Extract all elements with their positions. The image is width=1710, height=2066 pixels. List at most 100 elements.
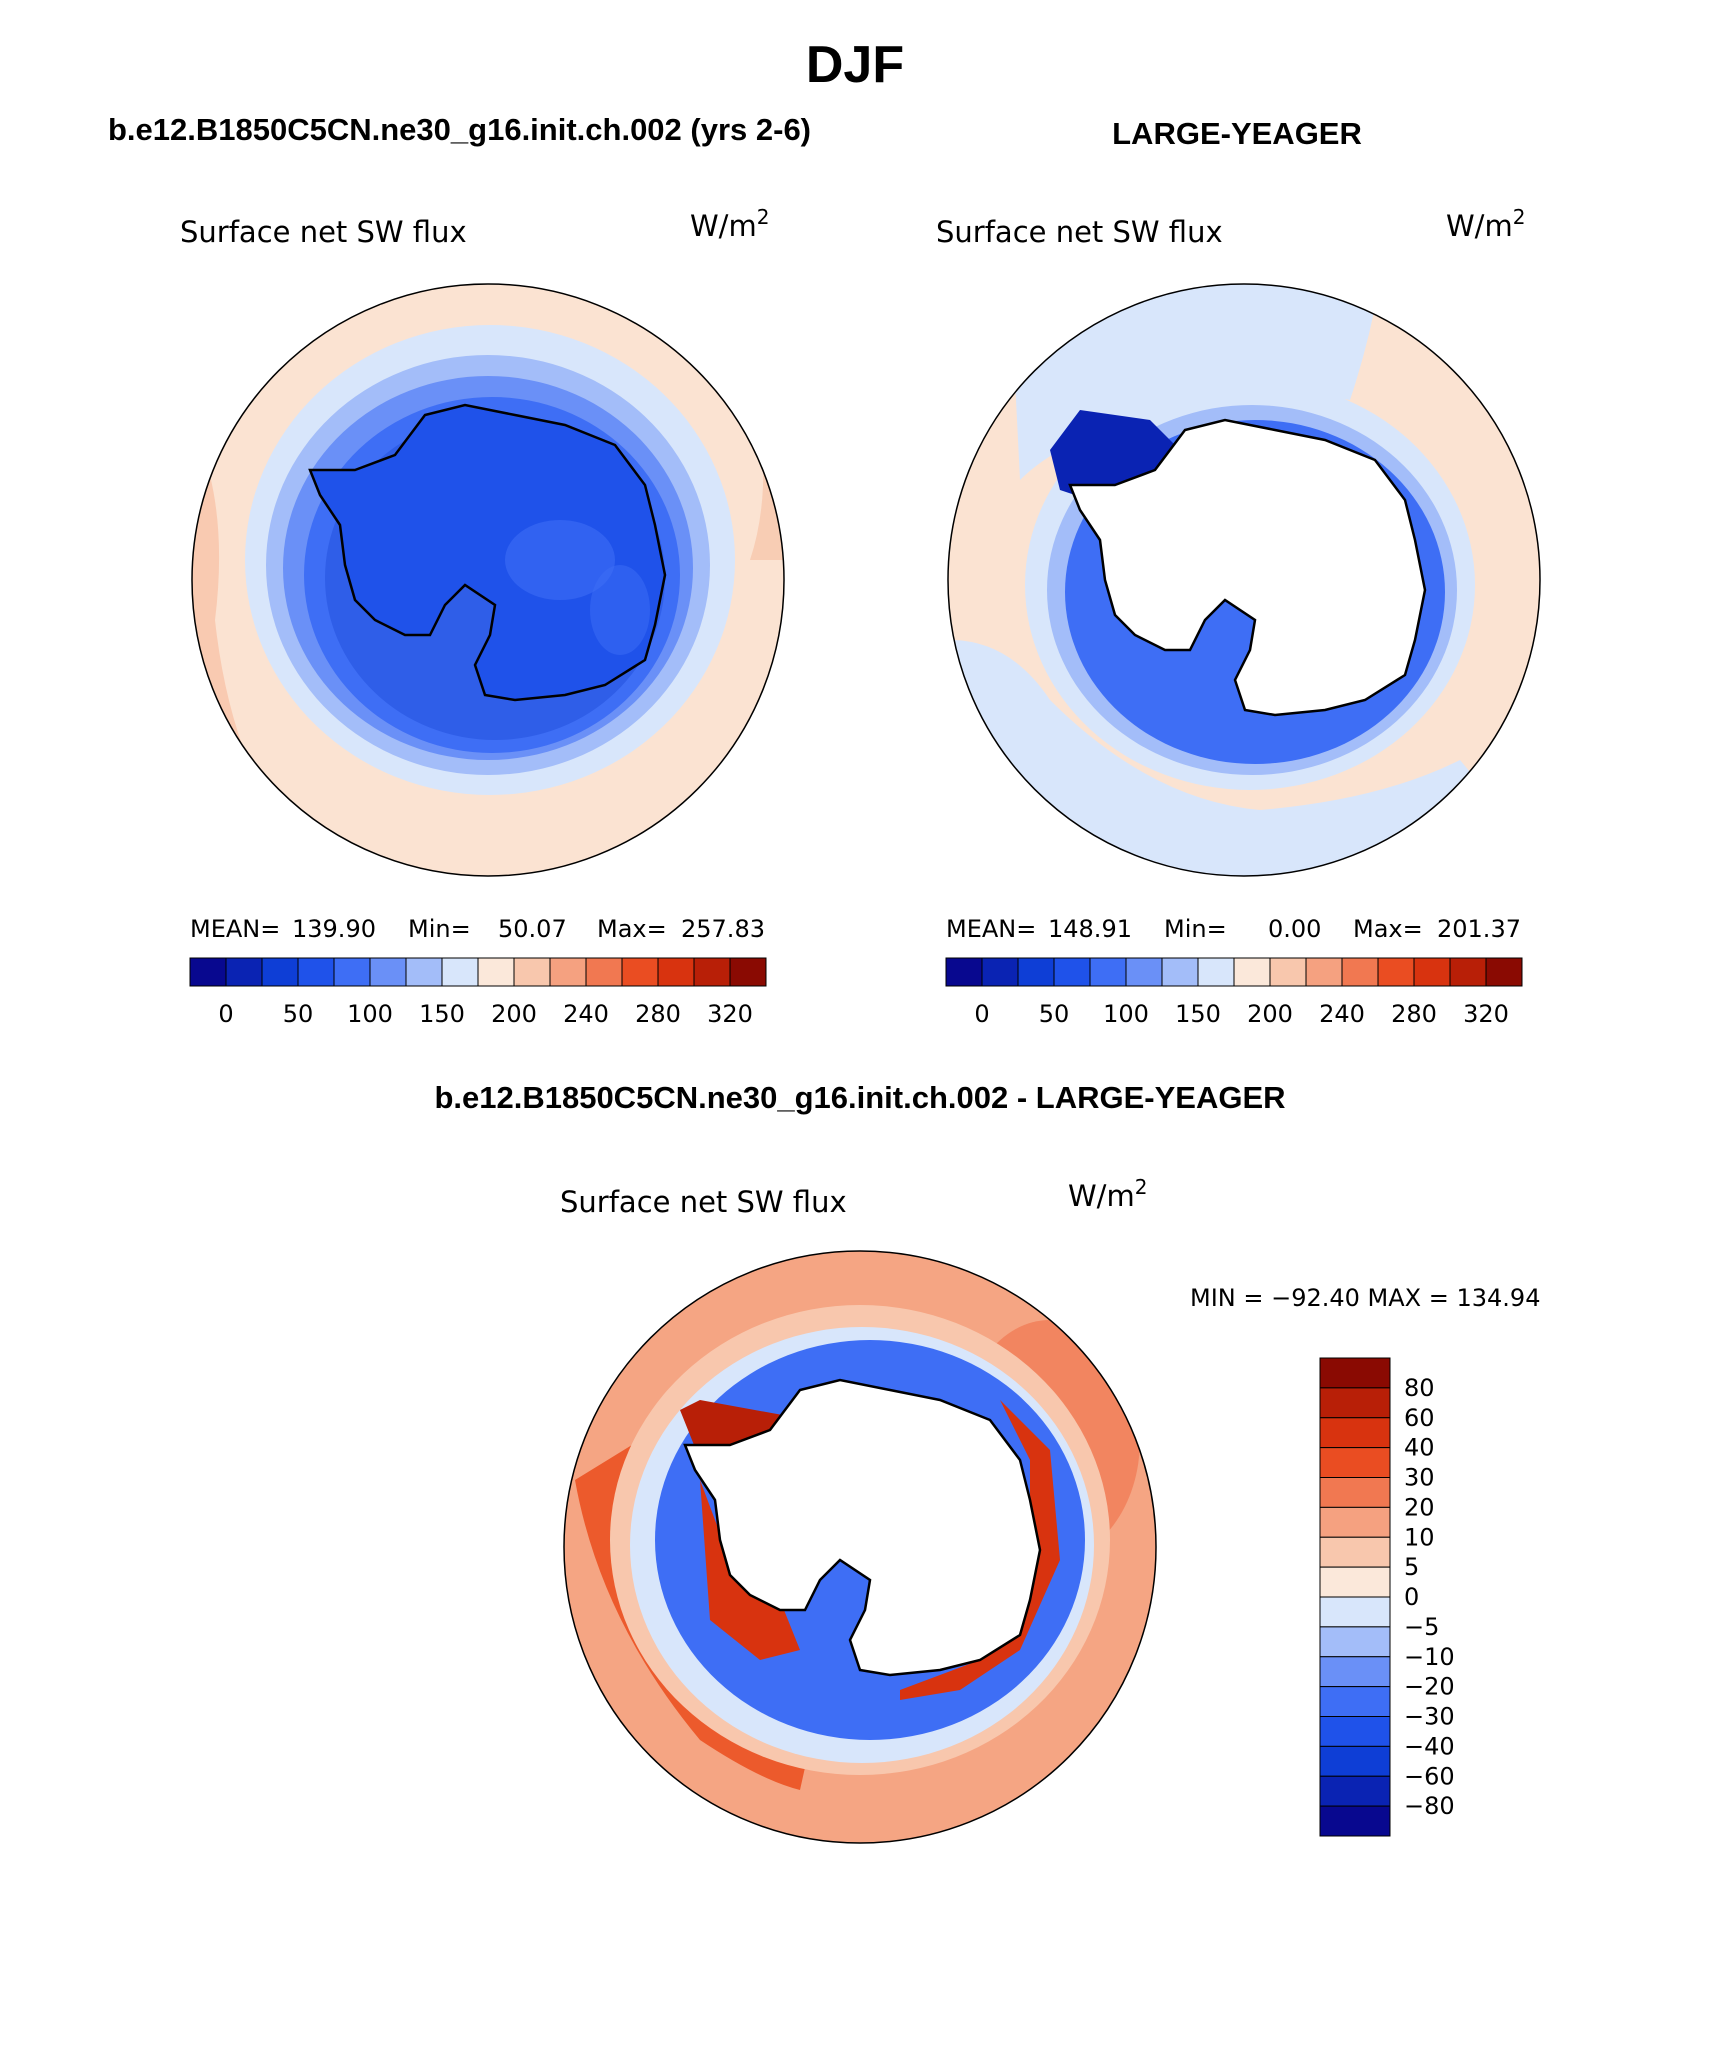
- figure-title: DJF: [806, 36, 904, 94]
- colorbar-left-tick-label: 0: [218, 1000, 233, 1028]
- svg-text:Min=: Min=: [408, 915, 471, 943]
- colorbar-diff-tick-label: 20: [1404, 1493, 1435, 1521]
- panel-diff-units: W/m2: [1068, 1175, 1147, 1213]
- colorbar-left-tick-label: 50: [283, 1000, 314, 1028]
- colorbar-left-swatch: [621, 957, 659, 987]
- colorbar-diff-swatch: [1319, 1417, 1391, 1449]
- colorbar-diff-swatch: [1319, 1596, 1391, 1628]
- colorbar-diff-swatch: [1319, 1716, 1391, 1747]
- svg-text:Max=: Max=: [597, 915, 667, 943]
- svg-text:257.83: 257.83: [681, 915, 765, 943]
- colorbar-diff-swatch: [1319, 1536, 1391, 1568]
- panel-left: b.e12.B1850C5CN.ne30_g16.init.ch.002 (yr…: [108, 112, 811, 1028]
- colorbar-right-swatch: [945, 957, 983, 987]
- panel-right: LARGE-YEAGER Surface net SW flux W/m2 ME…: [936, 116, 1541, 1028]
- svg-text:148.91: 148.91: [1048, 915, 1132, 943]
- colorbar-right-tick-label: 100: [1103, 1000, 1149, 1028]
- colorbar-right-swatch: [1197, 957, 1235, 987]
- colorbar-diff-tick-label: −30: [1404, 1703, 1455, 1731]
- panel-left-field-label: Surface net SW flux: [180, 215, 467, 249]
- svg-text:MEAN=: MEAN=: [190, 915, 280, 943]
- colorbar-diff-swatch: [1319, 1477, 1391, 1508]
- colorbar-right-swatch: [1269, 957, 1307, 987]
- colorbar-diff-swatch: [1319, 1506, 1391, 1538]
- colorbar-left-swatch: [693, 957, 731, 987]
- colorbar-left-swatch: [657, 957, 695, 987]
- colorbar-diff-swatch: [1319, 1775, 1391, 1807]
- colorbar-right-swatch: [1377, 957, 1415, 987]
- colorbar-left-swatch: [405, 957, 443, 987]
- colorbar-left-tick-label: 320: [707, 1000, 753, 1028]
- colorbar-diff-swatch: [1319, 1566, 1391, 1598]
- colorbar-diff-swatch: [1319, 1626, 1391, 1658]
- colorbar-diff-tick-label: −10: [1404, 1643, 1455, 1671]
- colorbar-diff-tick-label: 0: [1404, 1583, 1419, 1611]
- colorbar-left: 0 50 100 150 200 240 280 320: [189, 957, 767, 1028]
- map-left-border: [191, 283, 785, 877]
- colorbar-right-swatch: [1341, 957, 1379, 987]
- colorbar-left-swatch: [369, 957, 407, 987]
- colorbar-left-swatch: [189, 957, 227, 987]
- colorbar-diff-tick-label: −60: [1404, 1762, 1455, 1790]
- colorbar-left-swatch: [585, 957, 623, 987]
- colorbar-right-swatch: [1413, 957, 1451, 987]
- colorbar-right-swatch: [1233, 957, 1271, 987]
- colorbar-right-swatch: [1305, 957, 1343, 987]
- colorbar-diff-swatch: [1319, 1447, 1391, 1478]
- colorbar-left-swatch: [513, 957, 551, 987]
- colorbar-right-tick-label: 200: [1247, 1000, 1293, 1028]
- svg-text:Max=: Max=: [1353, 915, 1423, 943]
- colorbar-left-tick-label: 100: [347, 1000, 393, 1028]
- panel-diff-field-label: Surface net SW flux: [560, 1185, 847, 1219]
- panel-right-field-label: Surface net SW flux: [936, 215, 1223, 249]
- panel-right-stats: MEAN= 148.91 Min= 0.00 Max= 201.37: [946, 915, 1521, 943]
- colorbar-right-tick-label: 320: [1463, 1000, 1509, 1028]
- panel-left-heading: b.e12.B1850C5CN.ne30_g16.init.ch.002 (yr…: [108, 112, 811, 147]
- map-diff: [564, 1251, 1156, 1843]
- colorbar-diff-tick-label: −40: [1404, 1732, 1455, 1760]
- colorbar-right-swatch: [1125, 957, 1163, 987]
- colorbar-left-swatch: [729, 957, 767, 987]
- colorbar-left-swatch: [225, 957, 263, 987]
- colorbar-diff-tick-label: −5: [1404, 1613, 1439, 1641]
- panel-diff-heading: b.e12.B1850C5CN.ne30_g16.init.ch.002 - L…: [434, 1080, 1285, 1115]
- svg-text:50.07: 50.07: [498, 915, 567, 943]
- colorbar-right-swatch: [981, 957, 1019, 987]
- colorbar-diff-tick-label: 5: [1404, 1553, 1419, 1581]
- svg-text:Min=: Min=: [1164, 915, 1227, 943]
- colorbar-right-swatch: [1089, 957, 1127, 987]
- colorbar-diff-tick-label: −80: [1404, 1792, 1455, 1820]
- colorbar-right-swatch: [1161, 957, 1199, 987]
- svg-text:139.90: 139.90: [292, 915, 376, 943]
- colorbar-diff-tick-label: −20: [1404, 1673, 1455, 1701]
- colorbar-left-tick-label: 280: [635, 1000, 681, 1028]
- svg-text:MEAN=: MEAN=: [946, 915, 1036, 943]
- panel-left-stats: MEAN= 139.90 Min= 50.07 Max= 257.83: [190, 915, 765, 943]
- colorbar-diff-swatch: [1319, 1686, 1391, 1717]
- map-right-border: [947, 283, 1541, 877]
- colorbar-right-tick-label: 280: [1391, 1000, 1437, 1028]
- colorbar-left-swatch: [297, 957, 335, 987]
- colorbar-diff-tick-label: 60: [1404, 1404, 1435, 1432]
- colorbar-right-swatch: [1053, 957, 1091, 987]
- colorbar-diff-swatch: [1319, 1357, 1391, 1389]
- colorbar-left-swatch: [477, 957, 515, 987]
- panel-left-units: W/m2: [690, 205, 769, 243]
- map-right: [948, 284, 1540, 876]
- colorbar-diff-swatch: [1319, 1387, 1391, 1419]
- panel-diff: b.e12.B1850C5CN.ne30_g16.init.ch.002 - L…: [434, 1080, 1540, 1844]
- svg-text:201.37: 201.37: [1437, 915, 1521, 943]
- colorbar-left-tick-label: 150: [419, 1000, 465, 1028]
- colorbar-diff-tick-label: 30: [1404, 1464, 1435, 1492]
- panel-right-units: W/m2: [1446, 205, 1525, 243]
- colorbar-diff-swatch: [1319, 1805, 1391, 1837]
- colorbar-diff-swatch: [1319, 1656, 1391, 1688]
- colorbar-left-tick-label: 200: [491, 1000, 537, 1028]
- colorbar-right-tick-label: 150: [1175, 1000, 1221, 1028]
- panel-diff-minmax: MIN = −92.40 MAX = 134.94: [1190, 1284, 1540, 1312]
- colorbar-left-swatch: [441, 957, 479, 987]
- colorbar-diff-tick-label: 10: [1404, 1523, 1435, 1551]
- colorbar-left-swatch: [549, 957, 587, 987]
